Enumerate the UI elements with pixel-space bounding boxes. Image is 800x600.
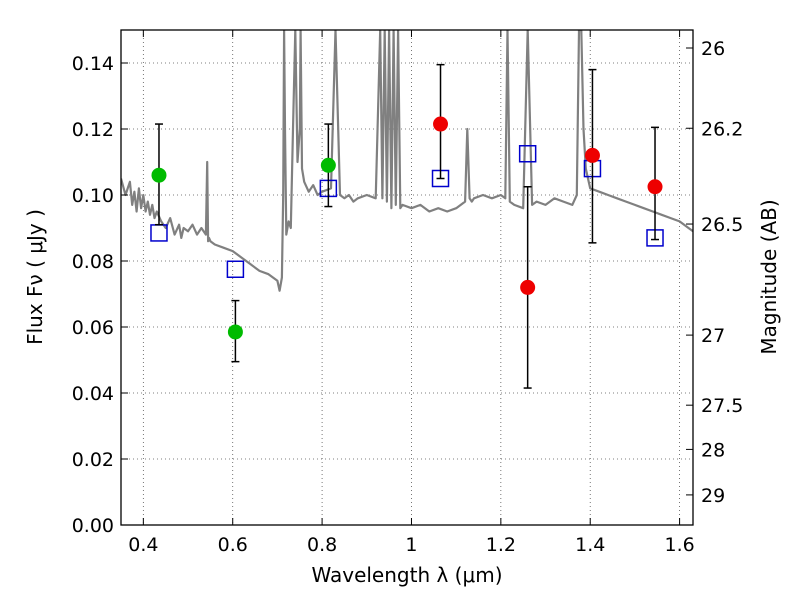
red-data-point xyxy=(584,147,600,163)
y-tick-label: 0.08 xyxy=(72,251,114,273)
plot-frame xyxy=(120,29,694,526)
model-flux-square xyxy=(226,260,245,278)
y-tick-label: 0.14 xyxy=(72,53,114,75)
tick-labels: 0.4 0.6 0.8 1 1.2 1.4 1.6 0.00 0.02 0.04 0.06 0.08 0… xyxy=(72,38,744,556)
y-axis-title: Flux Fν ( μJy ) xyxy=(23,209,47,345)
y-tick-label: 0.10 xyxy=(72,185,114,207)
x-tick-label: 1 xyxy=(405,534,417,556)
plot-content xyxy=(121,30,693,389)
right-tick-label: 27.5 xyxy=(701,395,743,417)
right-tick-label: 26.2 xyxy=(701,118,743,140)
red-data-point xyxy=(433,116,449,132)
model-spectrum-line xyxy=(121,30,693,292)
right-tick-label: 27 xyxy=(701,325,725,347)
y-tick-label: 0.00 xyxy=(72,515,114,537)
y-tick-label: 0.06 xyxy=(72,317,114,339)
x-axis-title: Wavelength λ (μm) xyxy=(311,563,502,587)
right-tick-label: 28 xyxy=(701,439,725,461)
green-data-point xyxy=(320,157,336,173)
right-tick-label: 26.5 xyxy=(701,214,743,236)
x-tick-label: 0.8 xyxy=(307,534,337,556)
right-tick-label: 29 xyxy=(701,485,725,507)
x-tick-label: 1.4 xyxy=(575,534,605,556)
green-data-point xyxy=(151,167,167,183)
y-tick-label: 0.12 xyxy=(72,119,114,141)
x-tick-label: 0.4 xyxy=(128,534,158,556)
x-tick-label: 0.6 xyxy=(218,534,248,556)
x-tick-label: 1.2 xyxy=(486,534,516,556)
y-tick-label: 0.02 xyxy=(72,449,114,471)
red-data-point xyxy=(520,279,536,295)
model-flux-square xyxy=(518,145,537,163)
right-tick-label: 26 xyxy=(701,38,725,60)
red-data-point xyxy=(647,179,663,195)
y-tick-label: 0.04 xyxy=(72,383,114,405)
grid-lines xyxy=(121,30,693,526)
y-axis-title-right: Magnitude (AB) xyxy=(757,199,781,354)
axis-ticks xyxy=(121,30,693,526)
green-data-point xyxy=(227,324,243,340)
x-tick-label: 1.6 xyxy=(664,534,694,556)
